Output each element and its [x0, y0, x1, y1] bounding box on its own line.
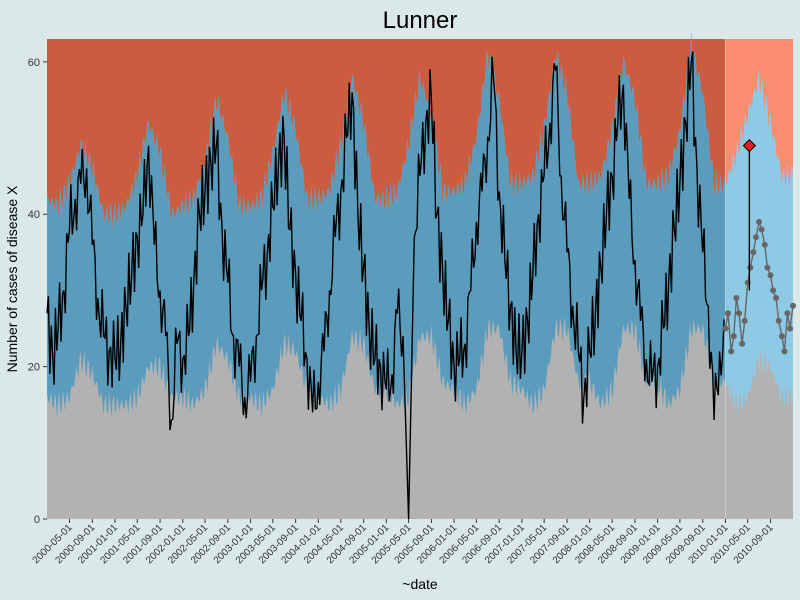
prediction-point	[764, 264, 771, 271]
prediction-point	[773, 295, 780, 301]
x-axis: 2000-05-012000-09-012001-01-012001-05-01…	[31, 519, 776, 566]
prediction-point	[781, 348, 788, 355]
y-tick-label: 0	[34, 514, 40, 526]
prediction-point	[787, 325, 793, 332]
prediction-point	[758, 226, 765, 233]
y-axis: 0 20 40 60	[28, 57, 47, 526]
chart-title: Lunner	[383, 7, 458, 34]
prediction-point	[784, 310, 791, 317]
prediction-points	[722, 218, 796, 355]
y-tick-label: 60	[28, 57, 40, 69]
prediction-point	[725, 310, 731, 317]
prediction-point	[770, 287, 777, 294]
prediction-point	[739, 340, 746, 347]
prediction-point	[722, 325, 729, 332]
prediction-point	[747, 264, 754, 271]
normal-zone-prediction-band	[725, 72, 793, 416]
plot-area	[46, 32, 796, 520]
x-axis-title: ~date	[402, 576, 438, 592]
prediction-point	[767, 272, 774, 279]
prediction-point	[778, 333, 785, 340]
observed-series-line	[46, 51, 725, 520]
prediction-point	[750, 249, 757, 256]
prediction-point	[741, 317, 748, 324]
alert-marker	[742, 138, 757, 153]
y-axis-title: Number of cases of disease X	[4, 185, 20, 372]
y-tick-label: 40	[28, 209, 40, 221]
prediction-point	[736, 310, 742, 317]
prediction-point	[733, 295, 740, 301]
prediction-point	[775, 317, 782, 324]
high-zone-band	[47, 32, 726, 229]
prediction-point	[728, 348, 735, 355]
prediction-point	[756, 218, 762, 225]
normal-zone-band	[47, 32, 726, 419]
high-zone-prediction-band	[725, 39, 793, 191]
y-tick-label: 20	[28, 362, 40, 374]
prediction-point	[790, 302, 796, 309]
prediction-point	[753, 234, 759, 241]
prediction-point	[730, 333, 737, 340]
prediction-point	[761, 241, 768, 248]
